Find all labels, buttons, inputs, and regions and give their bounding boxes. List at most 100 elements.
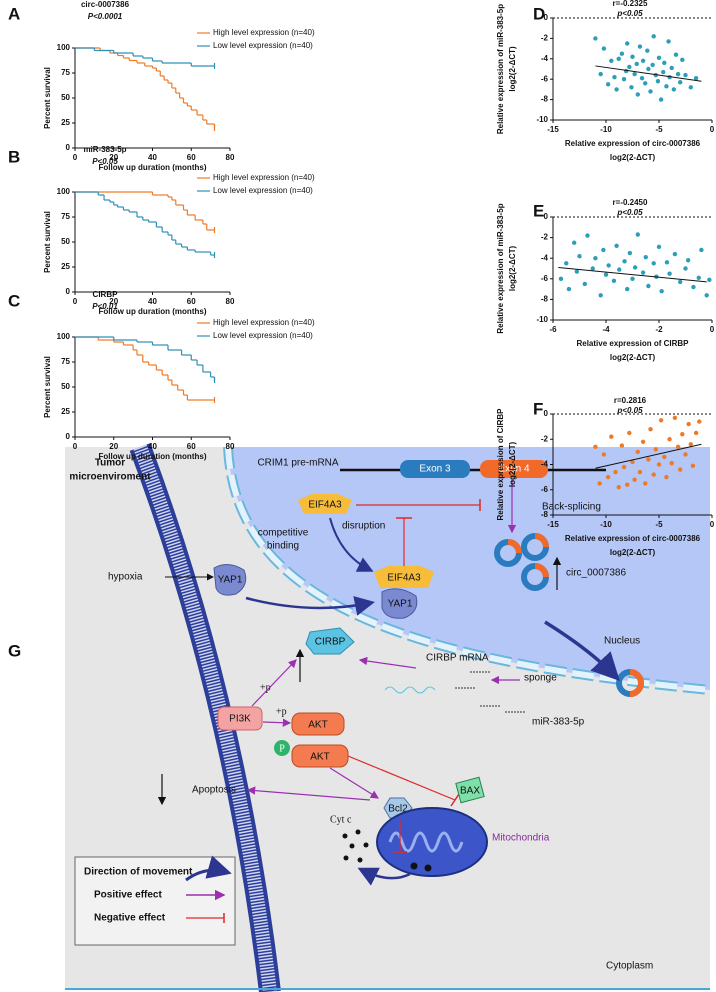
arrow: [251, 659, 297, 707]
point: [643, 81, 648, 86]
point: [577, 253, 582, 259]
point: [616, 485, 621, 490]
point: [673, 52, 679, 57]
label: Tumor: [95, 458, 125, 469]
point: [635, 449, 640, 455]
point: [590, 266, 595, 271]
point: [671, 87, 677, 92]
label: disruption: [342, 521, 385, 532]
x-tick-label: 20: [109, 442, 118, 451]
label: Exon 3: [419, 464, 451, 475]
x-tick-label: 0: [73, 442, 78, 451]
y-axis-label: Percent survival: [43, 67, 52, 129]
point: [632, 71, 637, 77]
x-tick-label: 0: [710, 520, 715, 529]
chart-subtitle: P<0.0001: [88, 12, 123, 21]
point: [605, 474, 611, 480]
point: [680, 432, 685, 437]
y-tick-label: 25: [61, 118, 70, 127]
x-tick-label: 60: [187, 442, 196, 451]
x-tick-label: -10: [600, 520, 612, 529]
point: [632, 477, 637, 482]
label: sponge: [524, 673, 557, 684]
chart-title: r=-0.2325: [613, 0, 648, 8]
point: [598, 293, 603, 298]
label: hypoxia: [108, 572, 143, 583]
chart-title: r=-0.2450: [613, 198, 648, 207]
point: [609, 434, 614, 439]
panel-letter: A: [8, 4, 20, 23]
arrow: [544, 620, 620, 682]
protein: [291, 712, 345, 736]
protein: [374, 566, 434, 588]
protein: [381, 588, 418, 619]
chart-title: miR-383-5p: [83, 145, 126, 154]
chart-subtitle: p<0.05: [616, 406, 643, 415]
y-tick-label: -4: [541, 460, 549, 469]
label: Exon 4: [498, 464, 530, 475]
point: [640, 439, 646, 444]
label: microenviroment: [69, 472, 151, 483]
point: [697, 419, 702, 424]
point: [632, 265, 638, 270]
protein: [305, 627, 355, 655]
legend-label: High level expression (n=40): [213, 318, 315, 327]
protein: [213, 564, 247, 596]
point: [630, 276, 635, 281]
point: [686, 421, 691, 427]
point: [661, 69, 666, 75]
point: [645, 48, 650, 53]
exon: [400, 460, 470, 478]
point: [664, 474, 669, 480]
mitochondrion: [376, 807, 488, 877]
point: [634, 61, 639, 67]
point: [672, 415, 678, 420]
panel-letter: E: [533, 201, 544, 220]
point: [688, 85, 693, 90]
point: [666, 39, 671, 44]
y-axis-label: Relative expression of CIRBP: [496, 408, 505, 521]
y-tick-label: -4: [541, 253, 549, 262]
arrow: [246, 786, 371, 801]
point: [693, 430, 699, 436]
point: [685, 258, 691, 263]
label: Mitochondria: [492, 833, 550, 844]
protein: [455, 776, 485, 804]
trend-line: [558, 266, 707, 283]
point: [650, 62, 655, 68]
point: [696, 275, 701, 280]
chart-title: circ-0007386: [81, 0, 130, 9]
y-tick-label: -6: [541, 74, 549, 83]
y-axis-label: log2(2-ΔCT): [508, 46, 517, 92]
label: BAX: [460, 786, 480, 797]
panel-letter: C: [8, 291, 20, 310]
label: Positive effect: [94, 890, 162, 901]
y-tick-label: 100: [57, 43, 71, 52]
arrow: [329, 517, 374, 572]
point: [690, 463, 696, 468]
point: [683, 266, 688, 271]
x-axis-label: Follow up duration (months): [99, 163, 207, 172]
x-axis-label: log2(2-ΔCT): [610, 153, 656, 162]
protein: [298, 494, 352, 514]
point: [675, 71, 681, 77]
y-axis-label: log2(2-ΔCT): [508, 442, 517, 488]
x-axis-label: Relative expression of circ-0007386: [565, 534, 701, 543]
x-tick-label: 60: [187, 153, 196, 162]
chart-subtitle: p<0.05: [616, 208, 643, 217]
point: [611, 278, 617, 284]
arrow: [245, 596, 375, 616]
label: Direction of movement: [84, 867, 193, 878]
point: [704, 293, 709, 298]
point: [625, 482, 630, 487]
arrow: [358, 656, 417, 669]
point: [622, 259, 627, 264]
point: [656, 55, 662, 60]
point: [635, 92, 640, 97]
point: [585, 233, 590, 238]
label: AKT: [310, 752, 329, 763]
y-tick-label: 75: [61, 357, 70, 366]
label: binding: [267, 541, 299, 552]
mirna: [455, 671, 525, 713]
